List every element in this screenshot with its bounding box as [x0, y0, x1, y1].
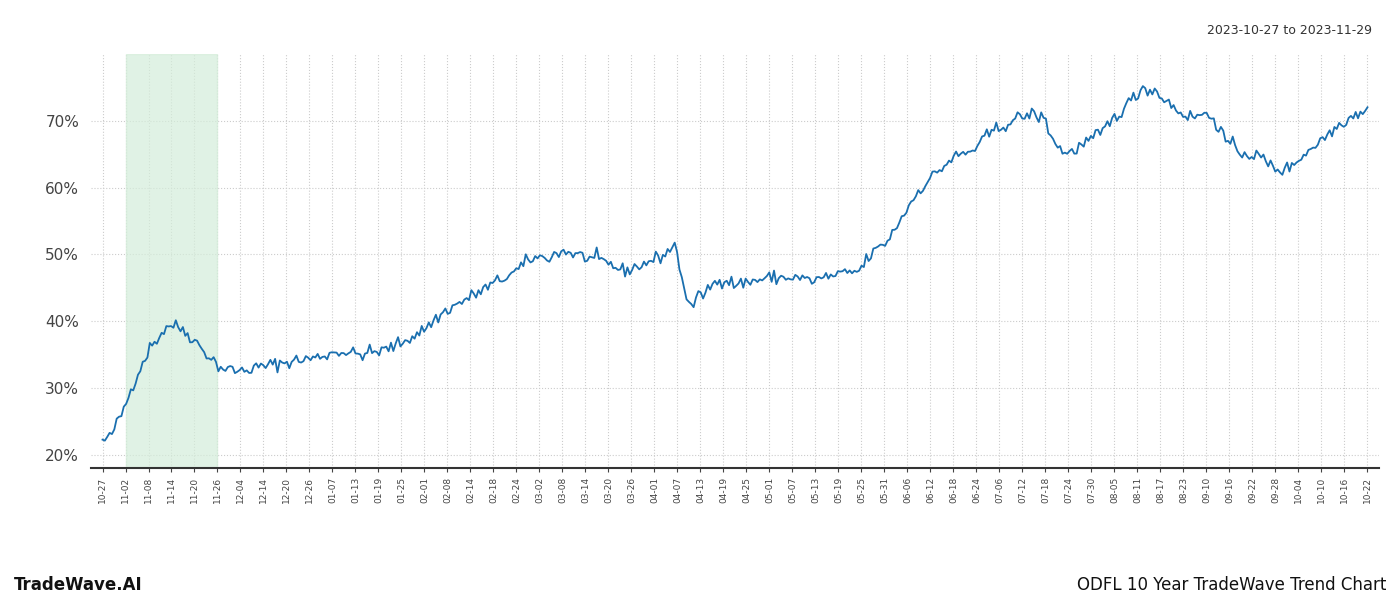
- Text: 2023-10-27 to 2023-11-29: 2023-10-27 to 2023-11-29: [1207, 24, 1372, 37]
- Text: ODFL 10 Year TradeWave Trend Chart: ODFL 10 Year TradeWave Trend Chart: [1077, 576, 1386, 594]
- Bar: [126, 54, 217, 468]
- Text: TradeWave.AI: TradeWave.AI: [14, 576, 143, 594]
